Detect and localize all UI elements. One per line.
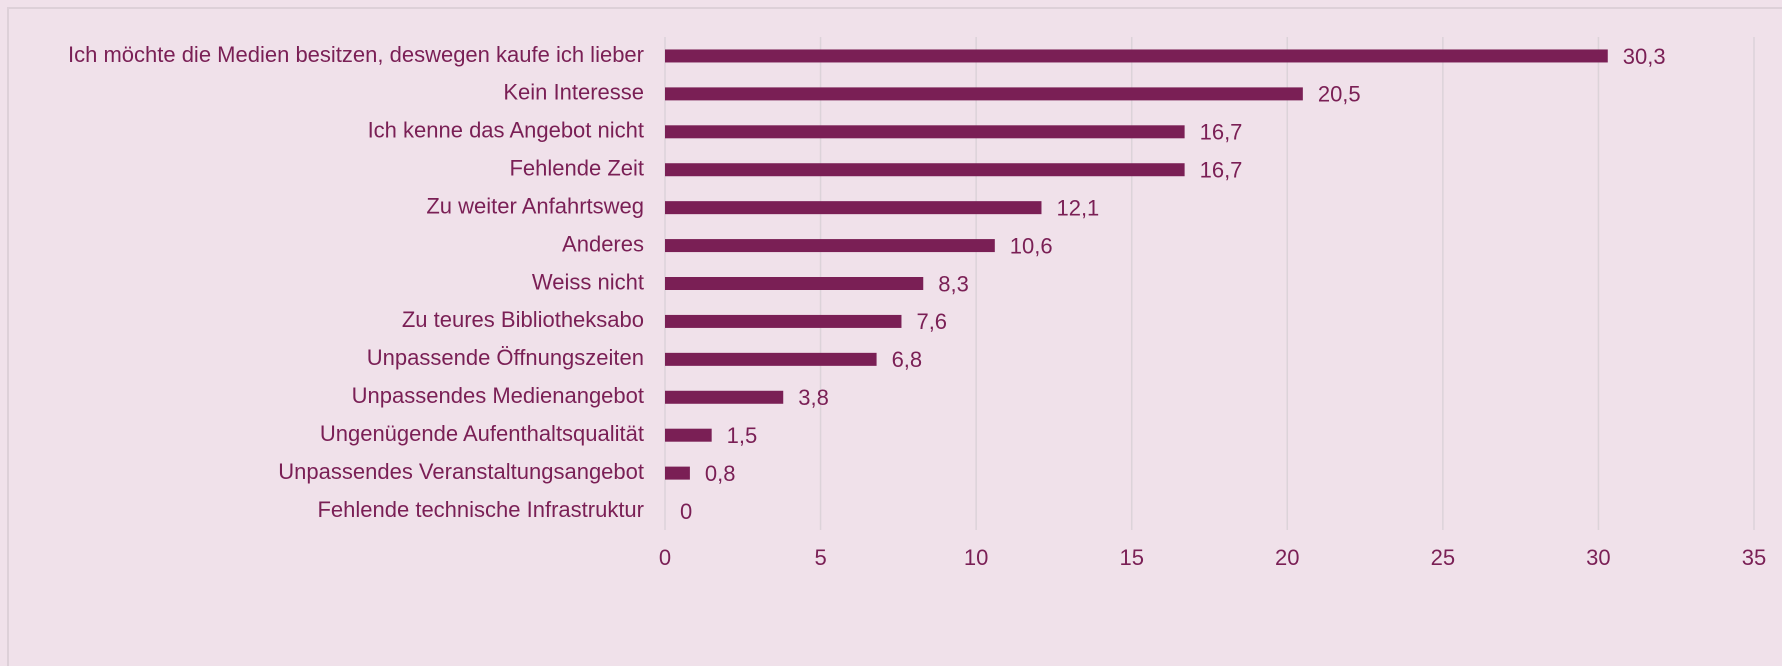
y-tick-label: Zu teures Bibliotheksabo [402,307,644,332]
value-label: 7,6 [916,309,947,334]
bar [665,390,784,404]
y-tick-label: Unpassendes Veranstaltungsangebot [278,459,644,484]
value-label: 16,7 [1200,120,1243,145]
y-tick-label: Ich möchte die Medien besitzen, deswegen… [68,42,644,67]
bar [665,428,712,442]
y-tick-label: Zu weiter Anfahrtsweg [426,193,644,218]
value-label: 12,1 [1056,195,1099,220]
bar [665,49,1608,63]
x-tick-label: 5 [814,545,826,570]
value-label: 20,5 [1318,82,1361,107]
bar [665,352,877,366]
value-label: 3,8 [798,385,829,410]
chart-frame [7,7,1782,666]
x-tick-label: 15 [1119,545,1143,570]
value-label: 6,8 [892,347,923,372]
value-label: 10,6 [1010,233,1053,258]
x-tick-label: 35 [1742,545,1766,570]
y-tick-label: Weiss nicht [532,269,644,294]
x-tick-label: 30 [1586,545,1610,570]
value-label: 1,5 [727,423,758,448]
value-label: 0 [680,499,692,524]
bar [665,277,924,290]
bar [665,466,690,480]
bar [665,314,902,328]
value-label: 16,7 [1200,158,1243,183]
y-tick-label: Unpassende Öffnungszeiten [367,345,644,370]
bar [665,87,1303,101]
y-tick-label: Unpassendes Medienangebot [352,383,644,408]
x-tick-label: 25 [1431,545,1455,570]
value-label: 0,8 [705,461,736,486]
y-tick-label: Fehlende Zeit [509,156,644,181]
y-tick-label: Fehlende technische Infrastruktur [317,497,644,522]
bar [665,125,1185,139]
y-tick-label: Ich kenne das Angebot nicht [368,118,644,143]
y-tick-label: Anderes [562,231,644,256]
bar [665,163,1185,177]
x-tick-label: 0 [659,545,671,570]
bar [665,239,995,253]
value-label: 8,3 [938,271,969,296]
x-tick-label: 10 [964,545,988,570]
value-label: 30,3 [1623,44,1666,69]
y-tick-label: Kein Interesse [503,80,644,105]
bar [665,201,1042,215]
y-tick-label: Ungenügende Aufenthaltsqualität [320,421,644,446]
x-tick-label: 20 [1275,545,1299,570]
